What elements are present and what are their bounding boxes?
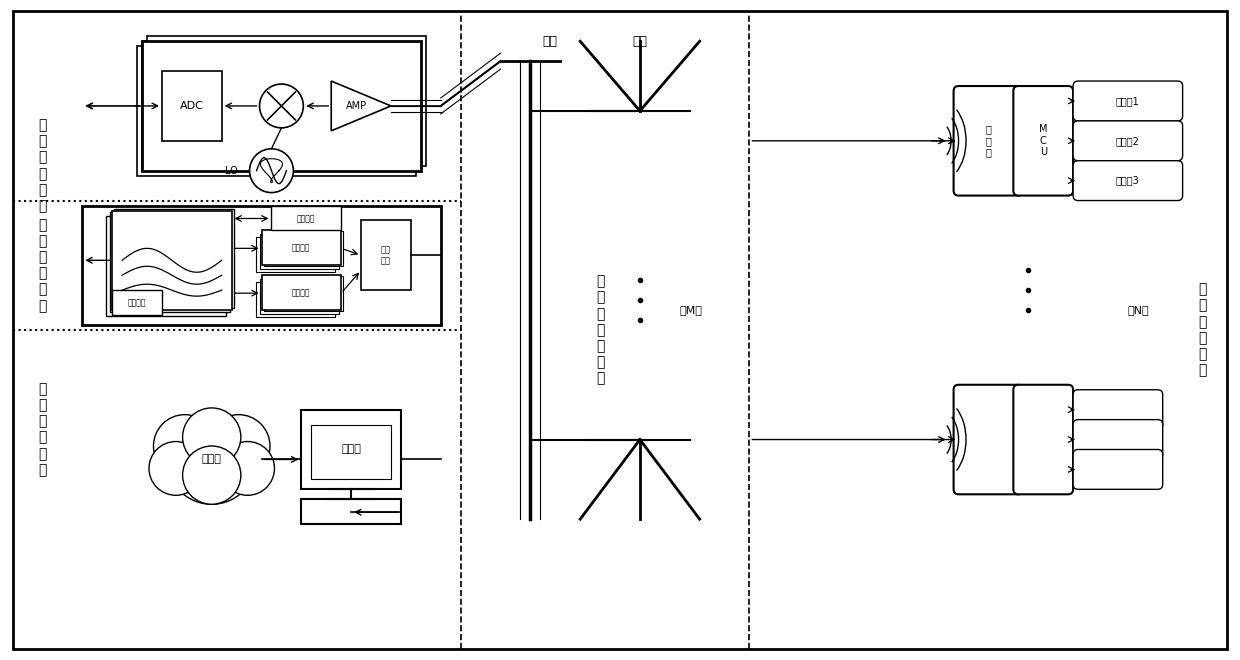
- FancyBboxPatch shape: [1013, 385, 1073, 494]
- Bar: [255, 282, 335, 317]
- Text: 信息解调: 信息解调: [298, 214, 315, 223]
- Bar: [148, 36, 425, 166]
- Bar: [361, 220, 410, 290]
- Text: 馈线: 馈线: [543, 35, 558, 48]
- Bar: [107, 216, 226, 316]
- Circle shape: [182, 446, 241, 504]
- Text: 信息
综合: 信息 综合: [381, 246, 391, 265]
- Text: 无
线
信
标
模
块: 无 线 信 标 模 块: [1198, 282, 1207, 378]
- Text: 传感器1: 传感器1: [1116, 96, 1140, 106]
- Bar: [272, 205, 341, 230]
- Text: M
C
U: M C U: [1039, 124, 1048, 157]
- Text: 天线: 天线: [632, 35, 647, 48]
- Text: 编码相位: 编码相位: [293, 288, 310, 298]
- FancyBboxPatch shape: [1073, 121, 1183, 161]
- Text: 发
射
器: 发 射 器: [986, 124, 992, 157]
- Text: 传感器2: 传感器2: [1116, 136, 1140, 146]
- Bar: [259, 279, 340, 314]
- Text: 共M个: 共M个: [680, 305, 703, 315]
- Circle shape: [182, 408, 241, 466]
- Text: 滤波器组: 滤波器组: [128, 298, 146, 308]
- Text: 天
线
与
馈
线
模
块: 天 线 与 馈 线 模 块: [596, 275, 604, 385]
- Bar: [112, 211, 232, 310]
- Text: 计算机: 计算机: [341, 444, 361, 455]
- Circle shape: [149, 442, 203, 495]
- Bar: [301, 499, 401, 524]
- Bar: [138, 46, 415, 176]
- Bar: [143, 41, 420, 171]
- Bar: [301, 410, 401, 489]
- Text: ADC: ADC: [180, 101, 203, 111]
- Text: 信
号
接
收
模
块: 信 号 接 收 模 块: [38, 118, 47, 213]
- Text: 传感器3: 传感器3: [1116, 176, 1140, 185]
- Text: 信
号
处
理
模
块: 信 号 处 理 模 块: [38, 218, 47, 313]
- Text: 载波相位: 载波相位: [293, 244, 310, 253]
- Bar: [82, 205, 440, 325]
- FancyBboxPatch shape: [1073, 420, 1163, 459]
- Bar: [264, 277, 343, 311]
- Circle shape: [249, 148, 294, 193]
- Bar: [259, 234, 340, 269]
- Circle shape: [167, 414, 257, 504]
- FancyBboxPatch shape: [1013, 86, 1073, 195]
- Bar: [112, 290, 162, 315]
- Bar: [110, 213, 229, 312]
- Bar: [255, 238, 335, 272]
- Polygon shape: [331, 81, 391, 131]
- Bar: [264, 232, 343, 266]
- Bar: [262, 230, 341, 265]
- FancyBboxPatch shape: [1073, 81, 1183, 121]
- Text: AMP: AMP: [346, 101, 367, 111]
- Circle shape: [207, 414, 270, 477]
- Text: LO: LO: [226, 166, 238, 176]
- Bar: [162, 71, 222, 141]
- Bar: [311, 424, 391, 479]
- Circle shape: [221, 442, 274, 495]
- FancyBboxPatch shape: [954, 385, 1023, 494]
- Circle shape: [259, 84, 304, 128]
- Text: 数
据
处
理
模
块: 数 据 处 理 模 块: [38, 382, 47, 477]
- FancyBboxPatch shape: [1073, 390, 1163, 430]
- Bar: [114, 209, 233, 308]
- Bar: [262, 275, 341, 310]
- FancyBboxPatch shape: [1073, 449, 1163, 489]
- Text: 共N个: 共N个: [1128, 305, 1149, 315]
- Bar: [143, 41, 420, 171]
- Circle shape: [154, 414, 216, 477]
- Text: 数据库: 数据库: [202, 455, 222, 465]
- FancyBboxPatch shape: [1073, 161, 1183, 201]
- FancyBboxPatch shape: [954, 86, 1023, 195]
